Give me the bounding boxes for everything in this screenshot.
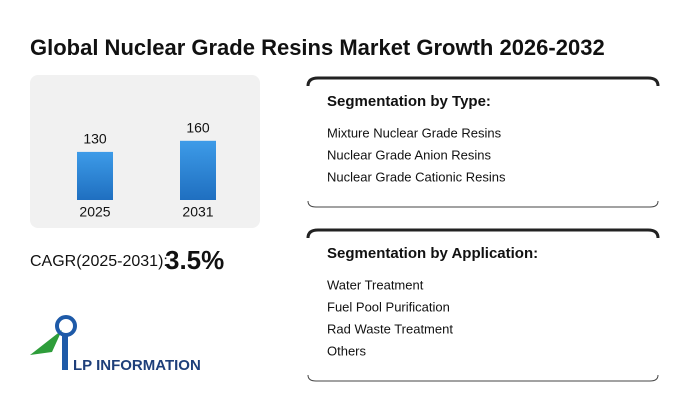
logo-bar [62,336,68,370]
logo-ring [55,315,77,337]
segment-item: Fuel Pool Purification [327,299,450,314]
bar [180,140,216,200]
bar-group: 130 2025 160 2031 [77,120,216,220]
segment-item: Others [327,343,367,358]
box-bottom-border [307,374,659,382]
value-label: 130 [83,131,107,147]
bar [77,151,113,200]
chart-title: Global Nuclear Grade Resins Market Growt… [30,35,605,60]
segment-item: Mixture Nuclear Grade Resins [327,125,502,140]
box-bottom-border [307,200,659,208]
logo-swoosh [30,330,62,355]
segment-item: Water Treatment [327,277,424,292]
segment-item: Nuclear Grade Cationic Resins [327,169,506,184]
logo: LP INFORMATION [30,315,201,374]
cagr-value: 3.5% [165,245,224,275]
segment-heading: Segmentation by Type: [327,93,491,110]
x-tick-label: 2025 [79,204,110,220]
segments: Segmentation by Type: Mixture Nuclear Gra… [306,76,660,382]
segment-item: Nuclear Grade Anion Resins [327,147,492,162]
box-top-border [306,76,660,87]
box-top-border [306,228,660,239]
logo-text: LP INFORMATION [73,357,201,374]
x-tick-label: 2031 [182,204,213,220]
segment-heading: Segmentation by Application: [327,245,538,262]
value-label: 160 [186,120,210,136]
cagr-label: CAGR(2025-2031): [30,253,168,270]
chart-panel [30,75,260,228]
segment-item: Rad Waste Treatment [327,321,453,336]
